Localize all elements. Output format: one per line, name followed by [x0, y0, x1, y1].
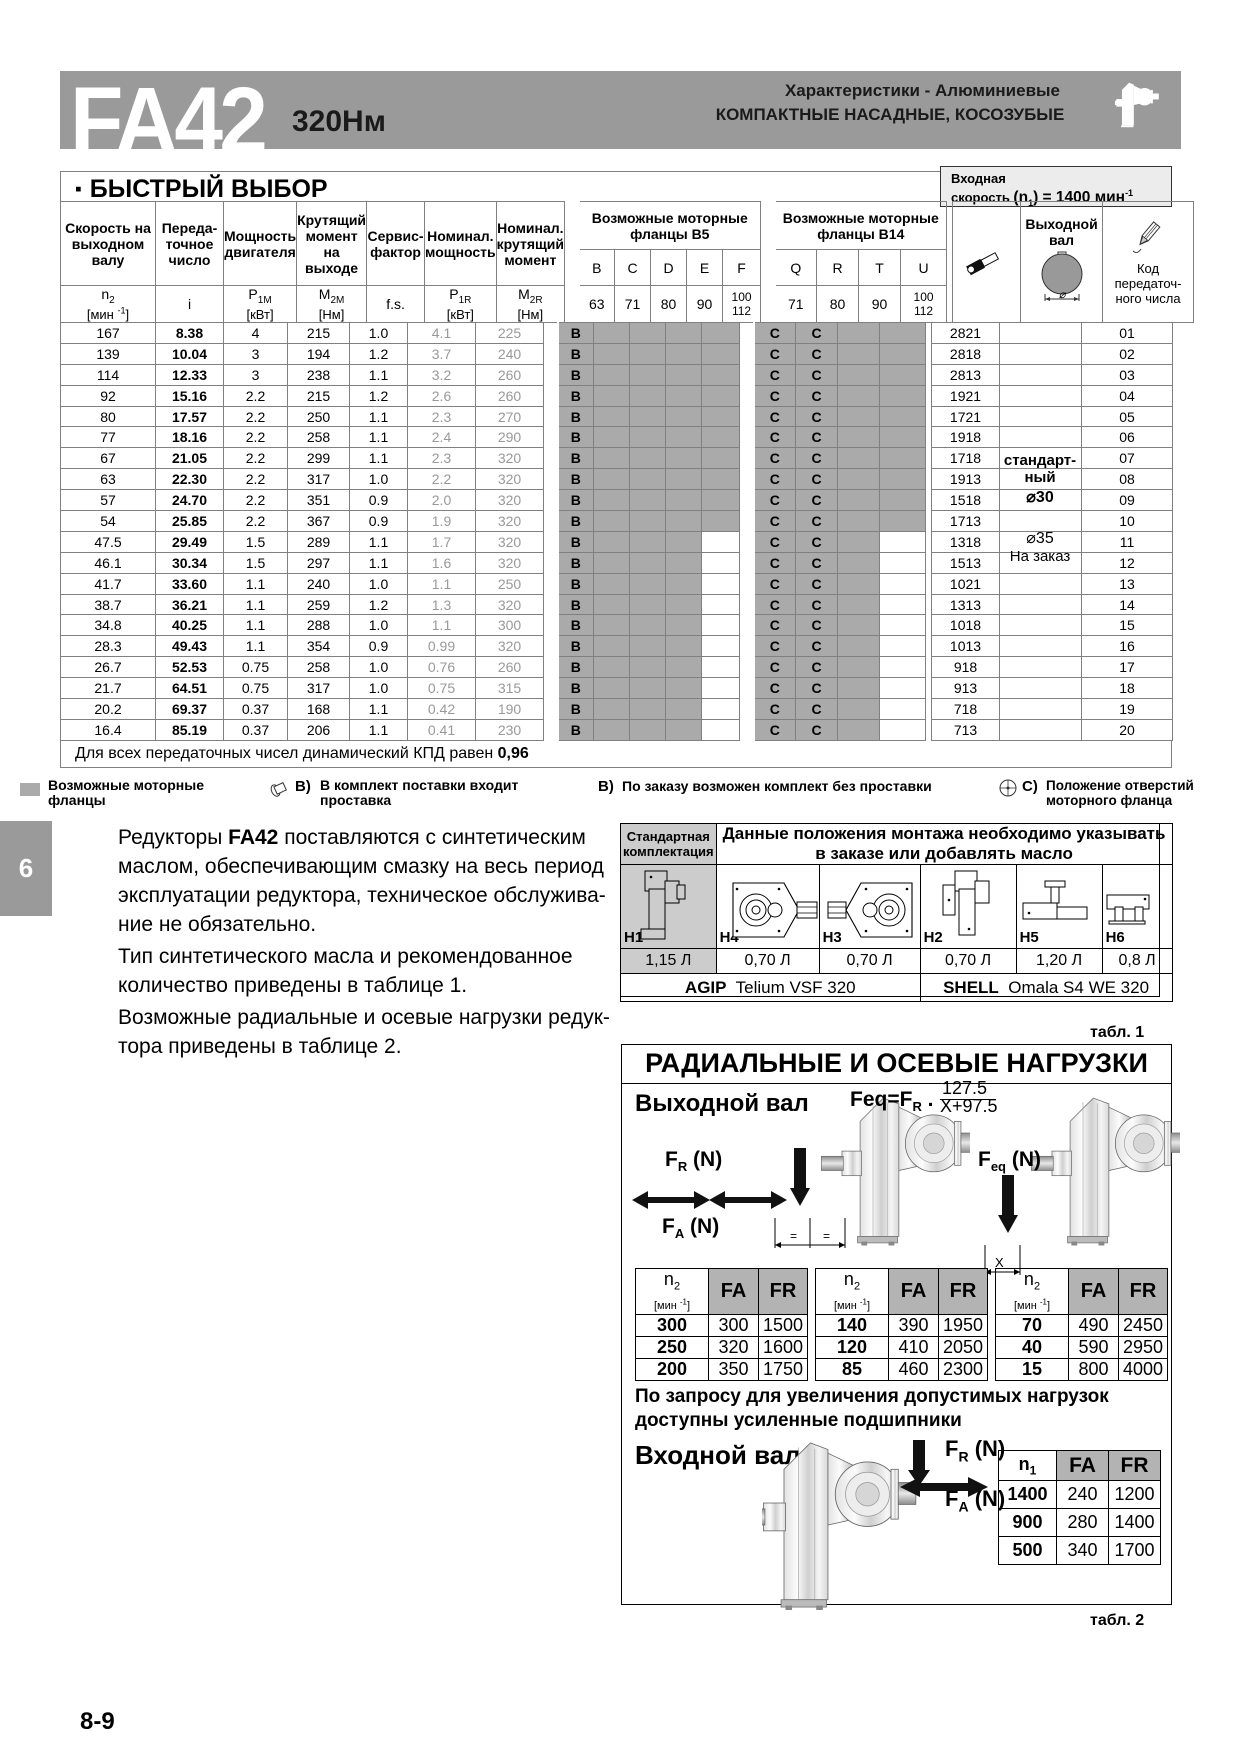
svg-text:=: =	[823, 1229, 830, 1243]
svg-text:=: =	[790, 1229, 797, 1243]
